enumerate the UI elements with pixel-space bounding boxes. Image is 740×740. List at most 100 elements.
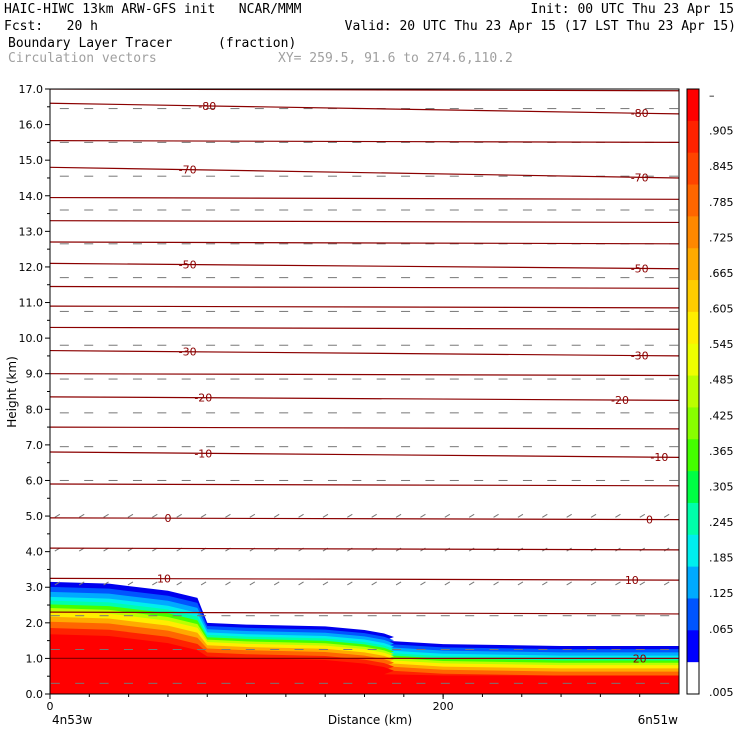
- contour-line: [50, 326, 679, 330]
- colorbar-swatch: [687, 534, 699, 568]
- contour-label: -20: [611, 394, 629, 407]
- vector-arrow: [298, 513, 304, 518]
- colorbar-swatch: [687, 152, 699, 186]
- contour-line: [50, 611, 679, 615]
- colorbar-swatch: [687, 407, 699, 440]
- temperature-contours: -80 -80 -70 -70 -50 -50 -30 -30 -20 -20 -10 -10 0 0 10…: [50, 89, 679, 665]
- contour-label: -30: [631, 350, 649, 363]
- vector-arrow: [176, 581, 182, 586]
- contour-label: 0: [646, 514, 653, 527]
- y-tick-label: 2.0: [26, 617, 44, 630]
- colorbar-swatch: [687, 598, 699, 631]
- vector-arrow: [322, 513, 329, 518]
- contour-line: [50, 547, 679, 551]
- xy-label: XY= 259.5, 91.6 to 274.6,110.2: [278, 51, 513, 66]
- vector-arrow: [322, 581, 329, 586]
- colorbar-frame: [686, 88, 700, 695]
- contour-line: [50, 483, 679, 487]
- colorbar-label: .185: [709, 552, 734, 565]
- vector-arrow: [420, 513, 426, 518]
- y-tick-label: 4.0: [26, 546, 44, 559]
- colorbar-label: .665: [709, 267, 734, 280]
- vector-arrow: [590, 513, 597, 518]
- vector-arrow: [542, 513, 548, 518]
- contour-line: [50, 241, 679, 245]
- colorbar-label: .485: [709, 374, 734, 387]
- contour-label: -70: [631, 171, 649, 184]
- right-location-label: 6n51w: [638, 713, 679, 727]
- contour-line: [50, 349, 679, 357]
- contour-label: -80: [631, 107, 649, 120]
- vector-arrow: [468, 581, 475, 586]
- vector-arrow: [298, 581, 304, 586]
- vector-arrow: [225, 513, 231, 518]
- colorbar-label: .065: [709, 623, 734, 636]
- circulation-vectors: [50, 108, 679, 684]
- y-tick-label: 15.0: [19, 154, 44, 167]
- x-tick-label: 200: [433, 700, 454, 713]
- colorbar-label: .125: [709, 587, 734, 600]
- colorbar-swatch: [687, 566, 699, 599]
- colorbar-label: .365: [709, 445, 734, 458]
- colorbar-label: .905: [709, 125, 734, 138]
- vector-arrow: [54, 581, 61, 586]
- colorbar-swatch: [687, 439, 699, 472]
- contour-line: [50, 373, 679, 377]
- contour-line: [50, 426, 679, 430]
- y-axis-label: Height (km): [5, 356, 19, 427]
- contour-line: [50, 262, 679, 270]
- vector-arrow: [78, 581, 85, 586]
- contour-label: 20: [633, 652, 647, 665]
- contour-line: [50, 220, 679, 224]
- vector-arrow: [347, 513, 353, 518]
- colorbar-swatch: [687, 248, 699, 281]
- vector-arrow: [444, 513, 451, 518]
- contour-line: [50, 451, 679, 458]
- contour-line: [50, 396, 679, 401]
- vector-arrow: [468, 513, 475, 518]
- vector-arrow: [493, 581, 499, 586]
- vector-label: Circulation vectors: [8, 51, 157, 66]
- vector-arrow: [103, 513, 109, 518]
- colorbar-swatch: [687, 502, 699, 536]
- y-tick-label: 7.0: [26, 439, 44, 452]
- vector-arrow: [78, 513, 85, 518]
- forecast-hour: Fcst: 20 h: [4, 19, 98, 34]
- vector-arrow: [371, 513, 377, 518]
- contour-line: [50, 140, 679, 143]
- vector-arrow: [347, 581, 353, 586]
- colorbar-label: .245: [709, 516, 734, 529]
- init-time: Init: 00 UTC Thu 23 Apr 15: [530, 2, 735, 17]
- contour-label: -10: [650, 451, 668, 464]
- plot-axes: 0.0 1.0 2.0 3.0 4.0 5.0 6.0 7.0 8.0 9.0 10.0 11.0 12…: [19, 83, 680, 713]
- vector-arrow: [517, 581, 524, 586]
- vector-arrow: [200, 513, 207, 518]
- y-tick-label: 1.0: [26, 652, 44, 665]
- vector-arrow: [371, 581, 377, 586]
- y-tick-label: 5.0: [26, 510, 44, 523]
- contour-line: [50, 196, 679, 200]
- colorbar-swatch: [687, 120, 699, 154]
- contour-label: 10: [157, 573, 171, 586]
- contour-label: -20: [194, 392, 212, 405]
- field-units: (fraction): [218, 36, 297, 51]
- vector-arrow: [273, 513, 280, 518]
- contour-label: -80: [198, 100, 216, 113]
- colorbar-swatch: [687, 630, 699, 663]
- vector-arrow: [663, 581, 670, 586]
- contour-line: [50, 285, 679, 289]
- contour-label: -50: [631, 262, 649, 275]
- contour-label: 0: [164, 512, 171, 525]
- vector-arrow: [493, 513, 499, 518]
- vector-arrow: [420, 581, 426, 586]
- vector-arrow: [127, 513, 134, 518]
- colorbar-swatch: [687, 662, 699, 695]
- vector-arrow: [566, 581, 572, 586]
- tracer-shading: [50, 581, 679, 694]
- left-location-label: 4n53w: [52, 713, 93, 727]
- vector-arrow: [663, 513, 670, 518]
- vector-arrow: [152, 581, 158, 586]
- colorbar-swatch: [687, 216, 699, 249]
- vector-arrow: [54, 513, 61, 518]
